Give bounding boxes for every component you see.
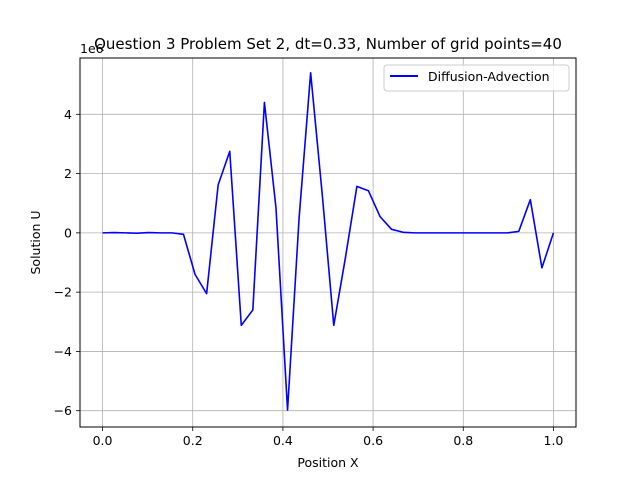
x-tick-label: 1.0	[544, 433, 564, 448]
legend: Diffusion-Advection	[383, 64, 570, 92]
x-tick-label: 0.4	[273, 433, 293, 448]
x-tick-label: 0.2	[183, 433, 203, 448]
legend-label: Diffusion-Advection	[428, 69, 550, 84]
x-axis-label: Position X	[297, 455, 359, 470]
plot-frame	[79, 57, 577, 428]
y-tick-label: 2	[64, 166, 72, 181]
y-offset-label: 1e6	[80, 41, 104, 56]
y-tick-label: −6	[54, 403, 72, 418]
y-tick-label: −4	[54, 344, 72, 359]
y-axis-label: Solution U	[28, 210, 43, 274]
chart-title: Question 3 Problem Set 2, dt=0.33, Numbe…	[94, 35, 562, 53]
legend-box	[383, 64, 570, 92]
y-tick-label: 0	[64, 225, 72, 240]
y-axis: −6 −4 −2 0 2 4	[54, 107, 80, 418]
y-tick-label: −2	[54, 285, 72, 300]
x-tick-label: 0.6	[363, 433, 383, 448]
x-tick-label: 0.8	[453, 433, 473, 448]
series-layer	[102, 72, 555, 411]
x-tick-label: 0.0	[93, 433, 113, 448]
series-line-diffusion-advection	[102, 72, 555, 411]
x-axis: 0.0 0.2 0.4 0.6 0.8 1.0	[93, 427, 564, 448]
y-tick-label: 4	[64, 107, 72, 122]
